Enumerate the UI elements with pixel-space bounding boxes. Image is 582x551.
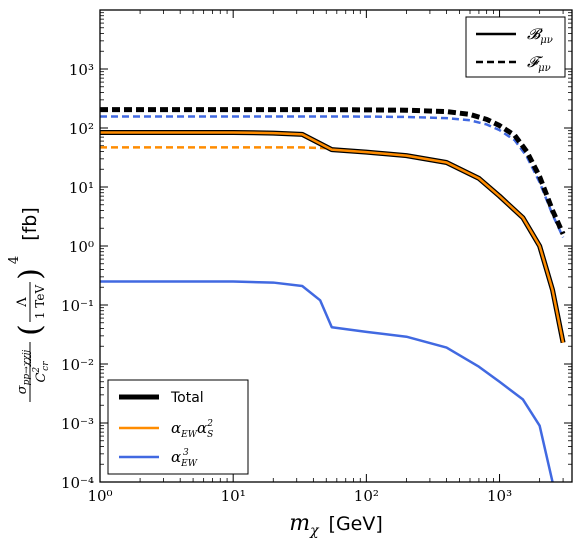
y-tick-label: 10⁰	[69, 238, 94, 256]
svg-text:): )	[13, 268, 48, 280]
y-tick-label: 10³	[69, 61, 94, 79]
tick-layer	[99, 10, 572, 483]
x-tick-label: 10²	[354, 487, 379, 505]
plot-frame	[99, 9, 573, 483]
x-axis-label: mχ [GeV]	[289, 511, 383, 539]
y-tick-label: 10⁻⁴	[61, 474, 94, 492]
series-line-total-f	[100, 107, 566, 235]
y-tick-label: 10²	[69, 120, 94, 138]
process-legend: Total αEWαS2 αEW3	[107, 379, 249, 475]
series-line-qcd-f	[100, 146, 565, 343]
svg-text:σpp→χχjj: σpp→χχjj	[15, 350, 32, 395]
legend-total-label: Total	[170, 390, 204, 406]
x-tick-label: 10⁰	[87, 487, 112, 505]
y-tick-label: 10⁻¹	[61, 297, 94, 315]
svg-text:(: (	[13, 324, 48, 336]
series-line-ew-f	[100, 115, 565, 238]
svg-text:[fb]: [fb]	[19, 207, 41, 241]
x-tick-label: 10¹	[221, 487, 246, 505]
svg-text:4: 4	[7, 256, 22, 264]
series-line-qcd-b	[100, 131, 565, 343]
style-legend-frame	[465, 16, 566, 78]
y-tick-label: 10⁻³	[61, 415, 94, 433]
tick-label-layer: 10⁰ 10¹ 10² 10³ 10⁻⁴ 10⁻³ 10⁻² 10⁻¹ 10⁰ 10¹ 10² 10³	[61, 61, 512, 505]
svg-text:C2cr: C2cr	[32, 361, 51, 383]
series-layer	[100, 107, 566, 482]
svg-text:Λ: Λ	[15, 297, 30, 308]
y-axis-label: σpp→χχjj C2cr ( Λ 1 TeV ) 4 [fb]	[7, 207, 51, 402]
x-tick-label: 10³	[487, 487, 512, 505]
series-line-total-b	[100, 129, 566, 344]
style-legend: 𝓑μν 𝓕μν	[465, 16, 566, 78]
y-tick-label: 10⁻²	[61, 356, 94, 374]
series-line-ew-b	[100, 280, 554, 482]
y-tick-label: 10¹	[69, 179, 94, 197]
svg-text:1 TeV: 1 TeV	[33, 285, 47, 320]
